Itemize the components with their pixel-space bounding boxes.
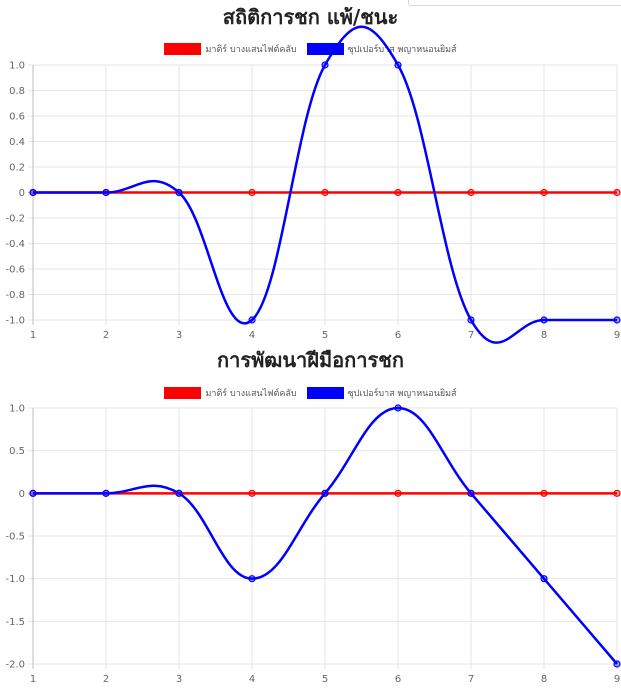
y-tick-label: 0.4 [9, 137, 25, 148]
legend-item-series1[interactable]: มาติร์ บางแสนไฟต์คลับ [164, 42, 297, 56]
x-tick-label: 9 [614, 674, 620, 685]
x-tick-label: 2 [103, 330, 109, 341]
data-point[interactable] [613, 660, 621, 668]
y-tick-label: -2.0 [5, 660, 25, 671]
chart-title-2: การพัฒนาฝีมือการชก [217, 348, 404, 372]
legend-2: มาติร์ บางแสนไฟต์คลับ ซุปเปอร์บาส พญาหนอ… [0, 386, 621, 400]
x-tick-label: 9 [614, 330, 620, 341]
x-tick-label: 1 [30, 330, 36, 341]
legend-swatch-blue [306, 387, 344, 399]
data-point[interactable] [29, 489, 37, 497]
data-point[interactable] [248, 188, 256, 197]
legend-item-series2[interactable]: ซุปเปอร์บาส พญาหนอนยิมส์ [306, 386, 457, 400]
data-point[interactable] [467, 188, 475, 197]
x-tick-label: 8 [541, 674, 547, 685]
legend-label: ซุปเปอร์บาส พญาหนอนยิมส์ [347, 389, 457, 399]
y-tick-label: -1.0 [5, 316, 25, 327]
data-point[interactable] [175, 188, 183, 197]
y-tick-label: -1.5 [5, 617, 25, 628]
data-point[interactable] [102, 188, 110, 197]
y-tick-label: 0.2 [9, 163, 25, 174]
y-tick-label: -0.4 [5, 239, 25, 250]
data-point[interactable] [394, 188, 402, 197]
legend-label: มาติร์ บางแสนไฟต์คลับ [205, 45, 297, 55]
y-tick-label: 1.0 [9, 61, 25, 72]
data-point[interactable] [321, 489, 329, 497]
grid-lines [28, 407, 618, 669]
chart-title-1: สถิติการชก แพ้/ชนะ [222, 5, 399, 29]
series-2 [29, 404, 621, 668]
y-tick-label: 0.6 [9, 112, 25, 123]
data-point[interactable] [29, 188, 37, 197]
x-tick-label: 5 [322, 330, 328, 341]
y-tick-label: 1.0 [9, 404, 25, 415]
data-point[interactable] [248, 316, 256, 324]
data-point[interactable] [394, 489, 402, 497]
data-point[interactable] [321, 188, 329, 197]
data-point[interactable] [613, 489, 621, 497]
legend-swatch-red [164, 387, 202, 399]
data-point[interactable] [540, 489, 548, 497]
x-tick-label: 5 [322, 674, 328, 685]
x-tick-label: 3 [176, 674, 182, 685]
data-point[interactable] [540, 575, 548, 583]
top-panel-edge [408, 0, 621, 6]
data-point[interactable] [394, 404, 402, 412]
data-point[interactable] [248, 575, 256, 583]
data-point[interactable] [613, 188, 621, 197]
y-tick-label: -0.8 [5, 290, 25, 301]
data-point[interactable] [540, 316, 548, 324]
data-point[interactable] [467, 316, 475, 324]
y-tick-label: -0.6 [5, 265, 25, 276]
x-tick-label: 7 [468, 674, 474, 685]
data-point[interactable] [540, 188, 548, 197]
legend-label: ซุปเปอร์บาส พญาหนอนยิมส์ [347, 45, 457, 55]
y-tick-label: 0 [19, 188, 25, 199]
series-line [33, 406, 618, 665]
x-tick-label: 6 [395, 674, 401, 685]
data-point[interactable] [102, 489, 110, 497]
data-point[interactable] [321, 61, 329, 69]
x-tick-label: 4 [249, 674, 255, 685]
data-point[interactable] [248, 489, 256, 497]
legend-label: มาติร์ บางแสนไฟต์คลับ [205, 389, 297, 399]
series-line [33, 25, 617, 344]
data-point[interactable] [175, 489, 183, 497]
legend-swatch-red [164, 43, 202, 55]
y-tick-label: -0.2 [5, 214, 25, 225]
line-chart-win-loss: 1.0 0.8 0.6 0.4 0.2 0 -0.2 -0.4 -0.6 -0.8 -1.0 1 2 3 4… [5, 25, 621, 344]
data-point[interactable] [394, 61, 402, 69]
data-point[interactable] [613, 316, 621, 324]
legend-item-series1[interactable]: มาติร์ บางแสนไฟต์คลับ [164, 386, 297, 400]
series-2 [29, 25, 621, 344]
y-tick-label: 0.8 [9, 86, 25, 97]
data-point[interactable] [467, 489, 475, 497]
y-tick-label: -0.5 [5, 532, 25, 543]
x-tick-label: 8 [541, 330, 547, 341]
x-tick-label: 7 [468, 330, 474, 341]
y-tick-label: -1.0 [5, 574, 25, 585]
x-tick-label: 2 [103, 674, 109, 685]
y-tick-label: 0 [19, 489, 25, 500]
y-tick-label: 0.5 [9, 446, 25, 457]
x-tick-label: 3 [176, 330, 182, 341]
x-tick-label: 1 [30, 674, 36, 685]
x-tick-label: 6 [395, 330, 401, 341]
x-tick-label: 4 [249, 330, 255, 341]
